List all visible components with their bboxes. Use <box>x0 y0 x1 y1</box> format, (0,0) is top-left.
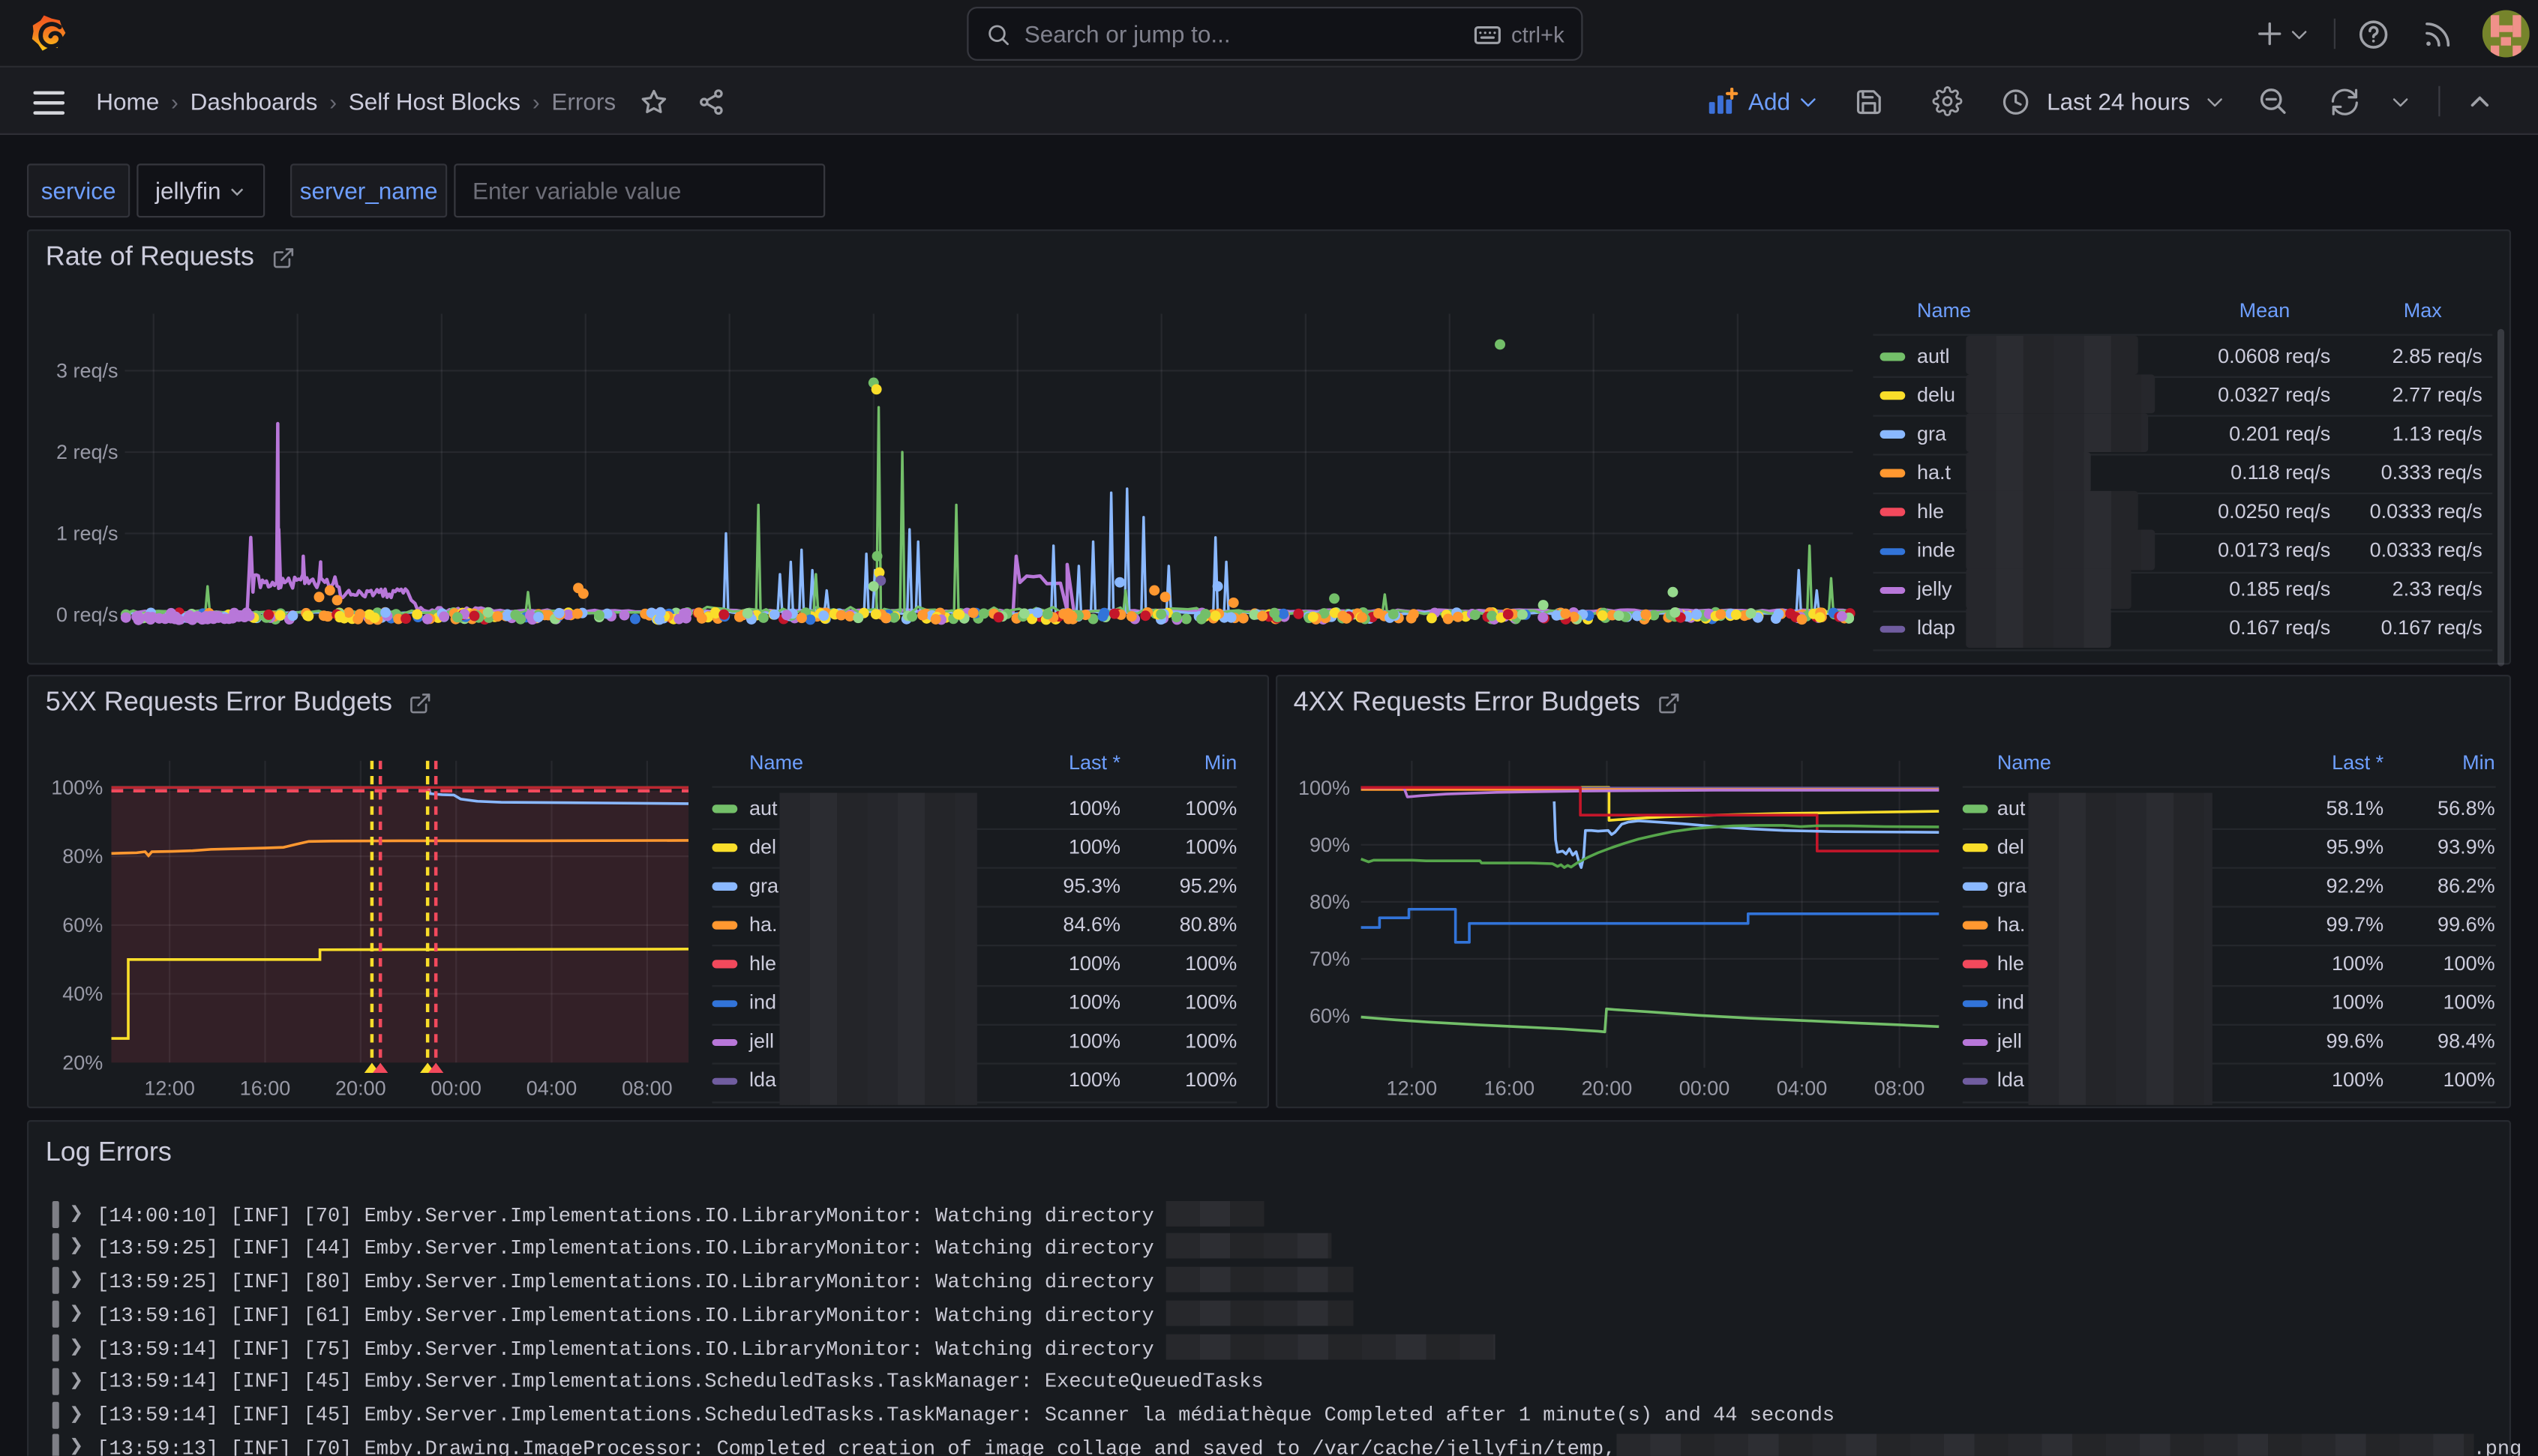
svg-text:12:00: 12:00 <box>144 1077 195 1099</box>
svg-text:20:00: 20:00 <box>1581 1077 1632 1099</box>
svg-text:08:00: 08:00 <box>1874 1077 1924 1099</box>
svg-text:70%: 70% <box>1309 948 1349 970</box>
svg-text:80%: 80% <box>1309 891 1349 913</box>
svg-text:90%: 90% <box>1309 834 1349 856</box>
svg-text:20%: 20% <box>62 1051 103 1074</box>
svg-text:80%: 80% <box>62 845 103 867</box>
svg-text:100%: 100% <box>1298 777 1349 799</box>
svg-text:100%: 100% <box>51 776 103 798</box>
svg-text:04:00: 04:00 <box>526 1077 578 1099</box>
svg-text:3 req/s: 3 req/s <box>56 359 118 382</box>
svg-text:08:00: 08:00 <box>622 1077 673 1099</box>
svg-text:1 req/s: 1 req/s <box>56 522 118 544</box>
svg-text:0 req/s: 0 req/s <box>56 604 118 626</box>
svg-text:12:00: 12:00 <box>1385 1077 1436 1099</box>
svg-text:2 req/s: 2 req/s <box>56 441 118 463</box>
svg-text:00:00: 00:00 <box>430 1077 482 1099</box>
svg-text:00:00: 00:00 <box>1678 1077 1730 1099</box>
svg-text:60%: 60% <box>62 914 103 936</box>
svg-text:16:00: 16:00 <box>240 1077 291 1099</box>
svg-text:16:00: 16:00 <box>1483 1077 1534 1099</box>
svg-text:20:00: 20:00 <box>335 1077 386 1099</box>
svg-text:60%: 60% <box>1309 1005 1349 1027</box>
svg-text:40%: 40% <box>62 982 103 1005</box>
svg-text:04:00: 04:00 <box>1776 1077 1827 1099</box>
